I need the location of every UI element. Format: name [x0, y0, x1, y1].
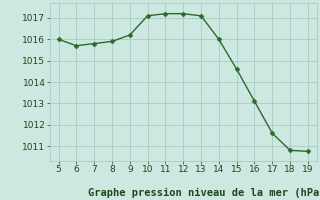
Text: Graphe pression niveau de la mer (hPa): Graphe pression niveau de la mer (hPa): [88, 188, 320, 198]
